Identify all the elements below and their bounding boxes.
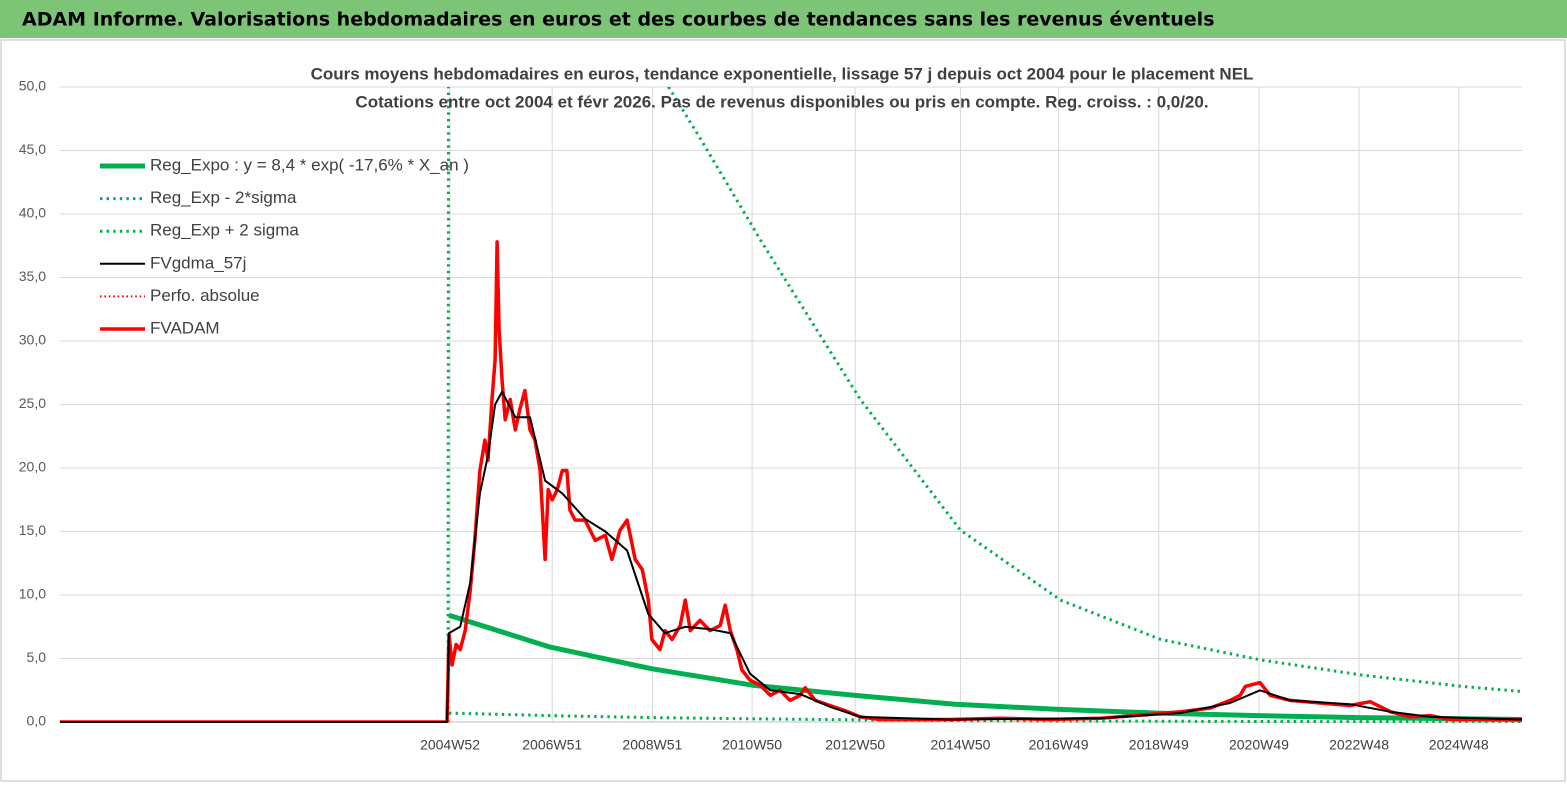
- x-tick-label: 2018W49: [1129, 737, 1189, 753]
- x-tick-label: 2020W49: [1229, 737, 1289, 753]
- legend-label: FVgdma_57j: [150, 253, 246, 272]
- y-tick-label: 35,0: [19, 268, 46, 284]
- chart-frame: [0, 39, 1566, 782]
- x-tick-label: 2008W51: [622, 737, 682, 753]
- y-tick-label: 20,0: [19, 459, 46, 475]
- y-tick-label: 50,0: [19, 78, 46, 94]
- y-tick-label: 40,0: [19, 205, 46, 221]
- y-tick-label: 25,0: [19, 395, 46, 411]
- header-bar: [0, 0, 1567, 38]
- x-tick-label: 2014W50: [931, 737, 991, 753]
- series-line: [446, 87, 1522, 723]
- legend-label: Reg_Exp - 2*sigma: [150, 188, 297, 207]
- series-line: [448, 711, 1522, 723]
- x-tick-label: 2012W50: [825, 737, 885, 753]
- series-line: [448, 612, 1522, 722]
- y-tick-label: 0,0: [27, 713, 47, 729]
- legend-label: Perfo. absolue: [150, 286, 260, 305]
- legend-label: FVADAM: [150, 318, 220, 337]
- y-tick-label: 15,0: [19, 522, 46, 538]
- y-tick-label: 10,0: [19, 586, 46, 602]
- series-line: [60, 390, 1522, 723]
- series-line: [60, 240, 1522, 723]
- y-tick-label: 5,0: [27, 649, 47, 665]
- x-tick-label: 2016W49: [1029, 737, 1089, 753]
- y-tick-label: 45,0: [19, 141, 46, 157]
- x-tick-label: 2022W48: [1329, 737, 1389, 753]
- legend-label: Reg_Expo : y = 8,4 * exp( -17,6% * X_an …: [150, 155, 469, 174]
- legend-label: Reg_Exp + 2 sigma: [150, 221, 299, 240]
- x-tick-label: 2004W52: [420, 737, 480, 753]
- x-tick-label: 2010W50: [722, 737, 782, 753]
- chart-title: Cours moyens hebdomadaires en euros, ten…: [311, 64, 1254, 83]
- x-tick-label: 2006W51: [522, 737, 582, 753]
- x-tick-label: 2024W48: [1429, 737, 1489, 753]
- chart-subtitle: Cotations entre oct 2004 et févr 2026. P…: [355, 92, 1208, 111]
- y-tick-label: 30,0: [19, 332, 46, 348]
- header-title: ADAM Informe. Valorisations hebdomadaire…: [22, 9, 1215, 31]
